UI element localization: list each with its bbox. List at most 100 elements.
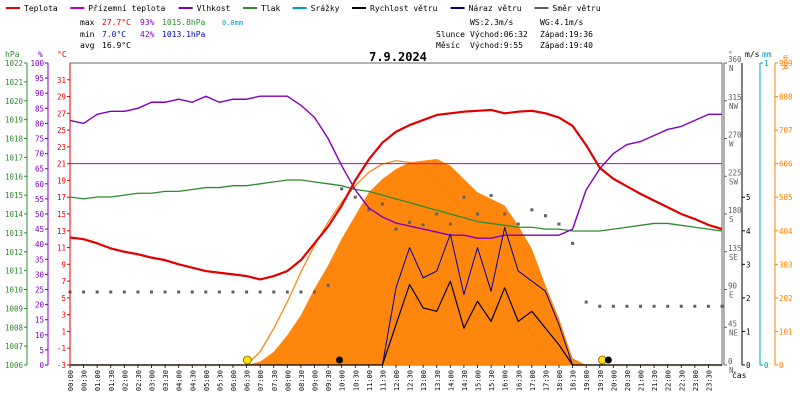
- wind-dir-point: [448, 222, 452, 226]
- min-label: min: [80, 30, 95, 39]
- wind-dir-point: [462, 195, 466, 199]
- moonset-text: Západ:19:40: [540, 41, 593, 50]
- time-tick-label: 11:30: [379, 370, 387, 391]
- axis-tick-label: 270: [728, 131, 742, 140]
- axis-tick-label: 23: [57, 143, 66, 152]
- axis-tick-label: 25: [35, 286, 44, 295]
- chart-title: 7.9.2024: [369, 50, 427, 64]
- wind-dir-point: [122, 290, 126, 294]
- axis-tick-label: -3: [57, 361, 66, 370]
- axis-tick-label: 9: [61, 260, 66, 269]
- time-tick-label: 03:30: [162, 370, 170, 391]
- min-temp: 7.0°C: [102, 30, 126, 39]
- axis-tick-label: 1011: [5, 267, 23, 276]
- legend-label: Rychlost větru: [370, 4, 438, 13]
- time-tick-label: 21:00: [638, 370, 646, 391]
- axis-tick-label: 1017: [5, 153, 23, 162]
- time-tick-label: 10:00: [339, 370, 347, 391]
- wind-dir-point: [652, 304, 656, 308]
- wind-dir-point: [177, 290, 181, 294]
- axis-tick-label: 808: [779, 93, 793, 102]
- axis-tick-label: 10: [35, 331, 45, 340]
- unit-pct: %: [38, 50, 43, 59]
- time-tick-label: 09:30: [325, 370, 333, 391]
- sunrise-text: Východ:06:32: [470, 30, 528, 39]
- axis-wind: 0 1 2 3 4 5: [741, 63, 751, 370]
- axis-tick-label: 3: [746, 260, 751, 269]
- time-tick-label: 17:30: [542, 370, 550, 391]
- axis-tick-label: 15: [57, 210, 66, 219]
- axis-tick-label: 17: [57, 193, 66, 202]
- axis-tick-label: 20: [35, 301, 45, 310]
- time-tick-label: 02:00: [121, 370, 129, 391]
- axis-tick-label: 0: [728, 357, 733, 366]
- time-tick-label: 22:30: [678, 370, 686, 391]
- axis-tick-label: 404: [779, 227, 793, 236]
- axis-tick-label: 100: [30, 59, 44, 68]
- time-tick-label: 06:30: [244, 370, 252, 391]
- time-tick-label: 11:00: [366, 370, 374, 391]
- axis-tick-label: 1007: [5, 342, 23, 351]
- time-tick-label: 01:30: [108, 370, 116, 391]
- wind-dir-point: [163, 290, 167, 294]
- wind-dir-point: [136, 290, 140, 294]
- axis-tick-label: 1: [746, 327, 751, 336]
- unit-hpa: hPa: [5, 50, 20, 59]
- wind-dir-point: [313, 290, 316, 294]
- time-tick-label: 04:00: [176, 370, 184, 391]
- legend-label: Teplota: [24, 4, 58, 13]
- wg-text: WG:4.1m/s: [540, 18, 584, 27]
- axes: 1006100710081009101010111012101310141015…: [5, 55, 793, 391]
- axis-tick-label: 4: [746, 227, 751, 236]
- moon-label: Měsíc: [436, 41, 460, 50]
- wind-dir-point: [435, 212, 439, 216]
- time-tick-label: 14:30: [461, 370, 469, 391]
- wind-dir-point: [380, 202, 384, 206]
- axis-tick-label: 1021: [5, 78, 23, 87]
- axis-tick-label: 1022: [5, 59, 23, 68]
- time-tick-label: 00:00: [67, 370, 75, 391]
- axis-tick-label: 135: [728, 244, 742, 253]
- unit-degc: °C: [57, 50, 67, 59]
- wind-dir-point: [503, 212, 507, 216]
- wind-dir-point: [611, 304, 615, 308]
- axis-tick-label: 95: [35, 74, 44, 83]
- wind-dir-point: [204, 290, 208, 294]
- unit-mm: mm: [762, 50, 772, 59]
- wind-dir-point: [584, 300, 588, 304]
- wind-dir-point: [231, 290, 235, 294]
- wind-dir-point: [639, 304, 642, 308]
- moonrise-marker: [335, 356, 343, 364]
- wind-dir-point: [258, 290, 262, 294]
- time-tick-label: 20:30: [624, 370, 632, 391]
- max-hum: 93%: [140, 18, 155, 27]
- time-tick-label: 06:00: [230, 370, 238, 391]
- axis-tick-label: 60: [35, 180, 45, 189]
- wind-dir-point: [109, 290, 113, 294]
- axis-tick-label: 30: [35, 270, 45, 279]
- time-tick-label: 04:30: [189, 370, 197, 391]
- avg-label: avg: [80, 41, 95, 50]
- axis-tick-label: 3: [61, 311, 66, 320]
- axis-humidity: 0 5 10 15 20 25 30 35 40 45 50 55 60 65 70 75 80 85 90 95 10…: [30, 59, 49, 370]
- axis-units: hPa % °C ° m/s mm W/m čas: [5, 50, 790, 380]
- time-tick-label: 07:00: [257, 370, 265, 391]
- time-tick-label: 15:00: [475, 370, 483, 391]
- axis-tick-label: 1: [61, 327, 66, 336]
- wind-dir-point: [408, 220, 412, 224]
- wind-dir-point: [516, 222, 520, 226]
- time-tick-label: 16:30: [515, 370, 523, 391]
- axis-tick-label: 0: [764, 361, 769, 370]
- axis-tick-label: 35: [35, 255, 44, 264]
- pressure-line: [69, 179, 723, 232]
- axis-tick-label: 75: [35, 135, 44, 144]
- axis-tick-label: 31: [57, 76, 66, 85]
- wind-dir-point: [598, 304, 602, 308]
- legend-label: Tlak: [261, 4, 280, 13]
- wind-dir-point: [693, 304, 697, 308]
- axis-tick-label: 5: [61, 294, 66, 303]
- axis-tick-label: 360: [728, 55, 742, 64]
- wind-dir-point: [720, 304, 724, 308]
- axis-tick-label: 80: [35, 119, 45, 128]
